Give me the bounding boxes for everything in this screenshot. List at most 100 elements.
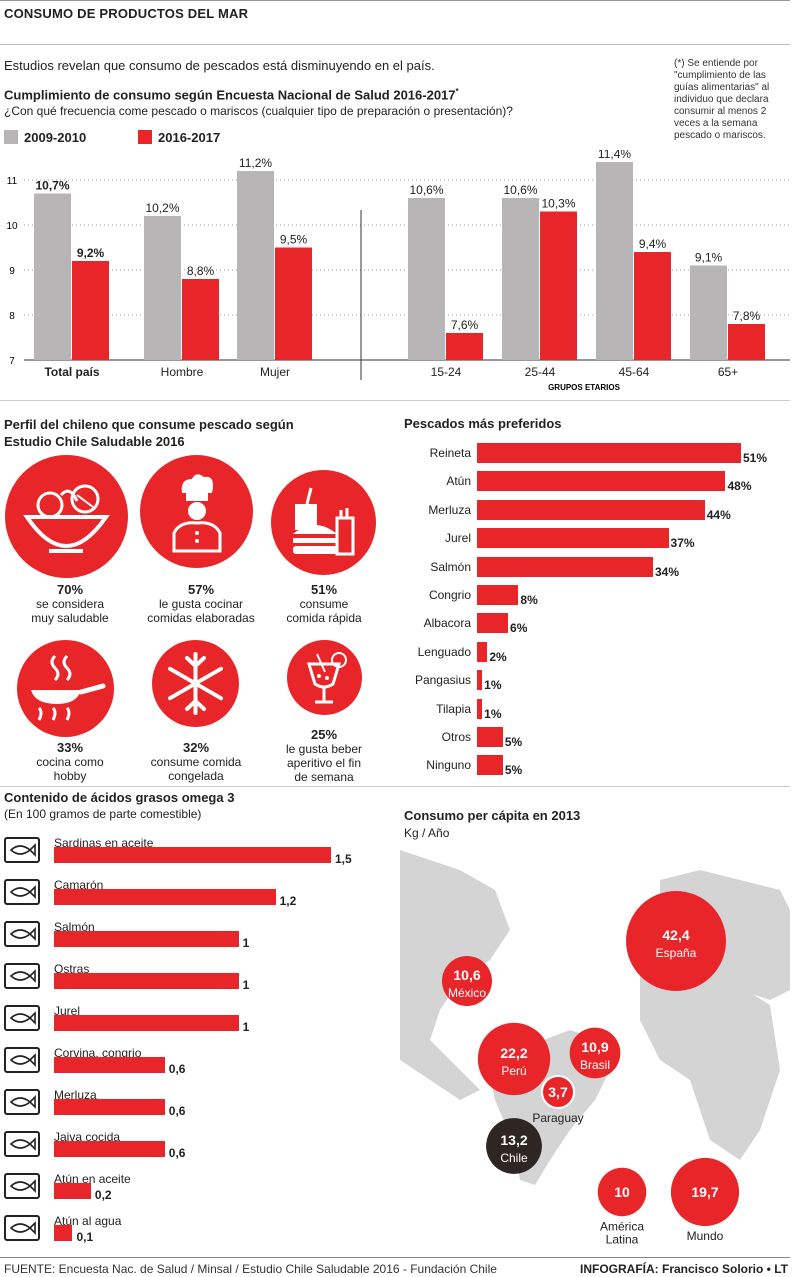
fish-category-label: Merluza xyxy=(428,502,471,517)
omega-bar xyxy=(54,1057,165,1073)
bar-value-label: 11,2% xyxy=(239,156,272,170)
bar-value-label: 8,8% xyxy=(187,264,215,278)
bar-value-label: 9,1% xyxy=(695,251,723,265)
fish-value-label: 5% xyxy=(504,763,523,778)
fish-bar xyxy=(477,727,503,747)
y-tick-label: 8 xyxy=(9,311,15,322)
y-tick-label: 7 xyxy=(9,356,15,367)
profile-title-line2: Estudio Chile Saludable 2016 xyxy=(4,434,185,449)
y-tick-label: 10 xyxy=(6,221,18,232)
bar-2016 xyxy=(182,279,219,360)
profile-title: Perfil del chileno que consume pescado s… xyxy=(4,416,294,450)
profile-item-hobby: 33% cocina como hobby xyxy=(0,741,140,784)
bubble-name: Brasil xyxy=(580,1058,610,1072)
profile-text: aperitivo el fin xyxy=(286,756,362,770)
omega-category-label: Sardinas en aceite xyxy=(54,836,154,850)
chart1-question: ¿Con qué frecuencia come pescado o maris… xyxy=(4,104,513,118)
map-bubbles: 42,4 España 10,6 México 22,2 Perú 10,9 Brasil 3,… xyxy=(442,891,740,1246)
omega-bar xyxy=(54,931,239,947)
omega-category-label: Jurel xyxy=(54,1004,81,1018)
profile-item-frozen: 32% consume comida congelada xyxy=(126,741,266,784)
omega-value-label: 1 xyxy=(242,936,250,950)
profile-text: comida rápida xyxy=(286,611,362,625)
omega-value-label: 0,6 xyxy=(168,1146,186,1160)
category-label: Hombre xyxy=(161,365,204,379)
omega-value-label: 0,1 xyxy=(76,1230,94,1244)
fish-value-label: 34% xyxy=(655,564,680,579)
bar-2009 xyxy=(144,216,181,360)
fish-icon xyxy=(4,921,40,947)
fish-value-label: 8% xyxy=(520,593,538,607)
fish-value-label: 2% xyxy=(489,649,507,664)
omega-bar xyxy=(54,1015,239,1031)
omega-bar xyxy=(54,1099,165,1115)
oyster-icon xyxy=(4,963,40,989)
bubble-value: 3,7 xyxy=(548,1084,568,1100)
bar-2009 xyxy=(690,265,727,360)
fish-category-label: Otros xyxy=(441,730,471,744)
bar-2009 xyxy=(408,198,445,360)
bubble-name: Perú xyxy=(501,1064,526,1078)
bar-value-label: 10,6% xyxy=(503,183,537,197)
bubble-value: 22,2 xyxy=(500,1045,527,1061)
omega-bar xyxy=(54,1225,73,1241)
chart1-title: Cumplimiento de consumo según Encuesta N… xyxy=(4,87,459,102)
cocktail-icon xyxy=(287,640,362,715)
fish-bar xyxy=(477,755,503,776)
profile-text: hobby xyxy=(53,769,87,783)
bubble-name: Chile xyxy=(500,1151,528,1165)
fish-bar xyxy=(477,670,483,691)
chef-icon xyxy=(140,455,253,568)
frying-pan-icon xyxy=(17,640,114,737)
fish-icon xyxy=(4,1089,40,1115)
fish-category-label: Pangasius xyxy=(414,673,471,688)
profile-text: le gusta beber xyxy=(285,742,363,756)
omega-bar xyxy=(54,889,276,905)
chart1-title-text: Cumplimiento de consumo según Encuesta N… xyxy=(4,87,456,103)
profile-pct: 70% xyxy=(56,582,84,597)
shrimp-icon xyxy=(4,879,40,905)
omega-subtitle: (En 100 gramos de parte comestible) xyxy=(4,807,202,821)
chart1-labels: 11 10 9 8 7 10,7% 9,2% Total país 10,2% 8,8% Hombr… xyxy=(6,150,760,379)
bar-2009 xyxy=(596,162,633,360)
profile-text: de semana xyxy=(294,770,354,784)
omega-value-label: 1 xyxy=(242,1020,250,1034)
footer-source: FUENTE: Encuesta Nac. de Salud / Minsal … xyxy=(4,1262,497,1276)
chart1-title-mark: * xyxy=(455,87,459,96)
profile-text: le gusta cocinar xyxy=(158,597,244,611)
bubble-name: Latina xyxy=(606,1232,639,1246)
africa-shape xyxy=(640,960,780,1160)
footnote: (*) Se entiende por "cumplimiento de las… xyxy=(674,58,770,141)
category-label: Total país xyxy=(44,365,99,379)
omega-category-label: Corvina, congrio xyxy=(54,1046,142,1060)
footer-rule xyxy=(0,1257,790,1258)
profile-item-fastfood: 51% consume comida rápida xyxy=(254,583,394,626)
bubble-mundo xyxy=(670,1157,740,1227)
bubble-perú xyxy=(477,1022,551,1096)
bubble-value: 19,7 xyxy=(691,1184,718,1200)
bar-2016 xyxy=(728,324,765,360)
omega-category-label: Atún al agua xyxy=(54,1214,122,1228)
header-rule xyxy=(0,44,790,45)
bubble-name: España xyxy=(656,946,697,960)
bar-value-label: 10,3% xyxy=(541,197,575,211)
bubble-chile xyxy=(486,1118,542,1174)
profile-item-cook: 57% le gusta cocinar comidas elaboradas xyxy=(131,583,271,626)
profile-item-healthy: 70% se considera muy saludable xyxy=(0,582,140,626)
fish-bar xyxy=(477,585,519,605)
fish-value-label: 37% xyxy=(670,536,695,551)
bubble-españa xyxy=(626,891,726,991)
omega-bar xyxy=(54,847,331,863)
fish-bar xyxy=(477,641,488,662)
legend-item-2016-2017: 2016-2017 xyxy=(138,130,220,145)
omega-value-label: 0,6 xyxy=(168,1104,186,1118)
bar-2016 xyxy=(446,333,483,360)
omega-value-label: 0,6 xyxy=(168,1062,186,1076)
fish-category-label: Salmón xyxy=(430,559,471,574)
intro-text: Estudios revelan que consumo de pescados… xyxy=(4,58,435,73)
tuna-can-icon xyxy=(4,1215,40,1241)
fish-value-label: 5% xyxy=(504,735,523,749)
tuna-can-icon xyxy=(4,1173,40,1199)
omega-category-label: Salmón xyxy=(54,920,95,934)
fish-category-label: Jurel xyxy=(444,531,471,546)
